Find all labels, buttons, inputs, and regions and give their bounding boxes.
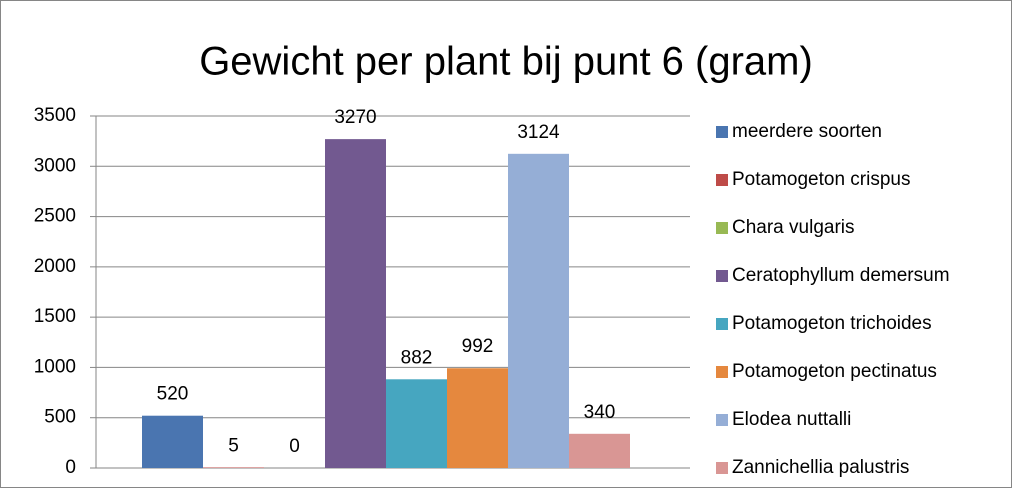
- legend-swatch: [716, 318, 728, 330]
- y-tick-label: 1500: [34, 306, 76, 327]
- legend-swatch: [716, 414, 728, 426]
- legend-swatch: [716, 366, 728, 378]
- data-label: 340: [584, 402, 616, 423]
- data-label: 992: [462, 336, 494, 357]
- y-tick-label: 1000: [34, 356, 76, 377]
- bar: [142, 415, 203, 468]
- legend-swatch: [716, 270, 728, 282]
- y-tick-label: 2000: [34, 256, 76, 277]
- legend-label: Potamogeton trichoides: [732, 313, 932, 334]
- legend-label: Zannichellia palustris: [732, 457, 909, 478]
- bar: [569, 433, 630, 468]
- data-label: 3270: [334, 107, 376, 128]
- legend-label: Potamogeton crispus: [732, 169, 911, 190]
- data-label: 520: [157, 384, 189, 405]
- data-label: 5: [228, 436, 239, 457]
- data-label: 882: [401, 347, 433, 368]
- legend-label: Ceratophyllum demersum: [732, 265, 950, 286]
- data-label: 3124: [517, 122, 560, 143]
- bar: [325, 139, 386, 469]
- legend-label: Elodea nuttalli: [732, 409, 851, 430]
- legend-swatch: [716, 462, 728, 474]
- bar: [203, 467, 264, 468]
- legend-swatch: [716, 126, 728, 138]
- y-tick-label: 3000: [34, 155, 76, 176]
- bar: [447, 368, 508, 468]
- y-tick-label: 2500: [34, 206, 76, 227]
- legend-label: meerdere soorten: [732, 121, 882, 142]
- legend-swatch: [716, 174, 728, 186]
- bar: [508, 153, 569, 468]
- legend-label: Potamogeton pectinatus: [732, 361, 937, 382]
- y-tick-label: 500: [44, 407, 76, 428]
- y-tick-label: 3500: [34, 105, 76, 126]
- legend-swatch: [716, 222, 728, 234]
- chart-title: Gewicht per plant bij punt 6 (gram): [199, 40, 813, 84]
- data-label: 0: [289, 436, 300, 457]
- y-tick-label: 0: [65, 457, 76, 478]
- bar: [386, 379, 447, 468]
- legend-label: Chara vulgaris: [732, 217, 855, 238]
